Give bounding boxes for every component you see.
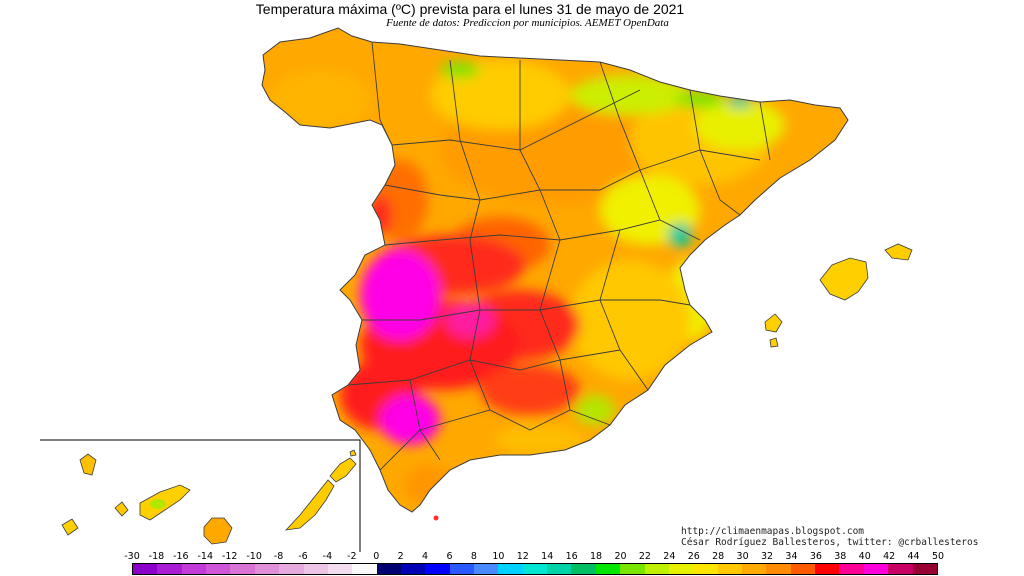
legend-tick-label: 38 [834, 551, 847, 562]
legend-colorbar [132, 563, 938, 575]
legend-swatch [376, 564, 401, 574]
legend-tick-label: -4 [322, 551, 333, 562]
legend-swatch [815, 564, 840, 574]
legend-tick-label: 6 [446, 551, 453, 562]
legend-tick-label: -12 [221, 551, 238, 562]
legend-tick-label: 0 [373, 551, 380, 562]
legend-tick-label: 32 [760, 551, 774, 562]
map-title: Temperatura máxima (ºC) prevista para el… [255, 1, 685, 17]
legend-swatch [547, 564, 572, 574]
legend-tick-label: 8 [470, 551, 477, 562]
legend-tick-label: 26 [687, 551, 700, 562]
legend-swatch [352, 564, 377, 574]
legend-swatch [790, 564, 816, 574]
legend-tick-label: 42 [883, 551, 896, 562]
legend-swatch [474, 564, 499, 574]
legend-swatch [327, 564, 353, 574]
canary-islands [61, 449, 357, 545]
legend-tick-label: 2 [397, 551, 404, 562]
legend-swatch [888, 564, 913, 574]
legend-swatch [839, 564, 864, 574]
legend-swatch [863, 564, 889, 574]
legend-tick-label: 18 [590, 551, 603, 562]
legend-tick-label: 34 [785, 551, 798, 562]
legend-swatch [741, 564, 767, 574]
legend-swatch [303, 564, 328, 574]
legend-swatch [254, 564, 280, 574]
legend-tick-label: 44 [907, 551, 920, 562]
credit-author: César Rodríguez Ballesteros, twitter: @c… [681, 537, 979, 548]
legend-swatch [230, 564, 255, 574]
legend-tick-label: 30 [736, 551, 749, 562]
legend-tick-label: -6 [298, 551, 308, 562]
legend-swatch [595, 564, 621, 574]
legend-tick-label: -8 [273, 551, 284, 562]
legend-swatch [620, 564, 645, 574]
legend-swatch [206, 564, 231, 574]
legend-swatch [425, 564, 450, 574]
canary-inset-frame [40, 439, 361, 552]
legend-swatch [522, 564, 548, 574]
legend-swatch [717, 564, 742, 574]
map-subtitle: Fuente de datos: Prediccion por municipi… [386, 17, 669, 29]
legend-tick-label: 36 [809, 551, 822, 562]
legend-swatch [449, 564, 475, 574]
legend-tick-label: -30 [124, 551, 140, 562]
ceuta [433, 515, 439, 521]
legend-swatch [571, 564, 596, 574]
legend-tick-label: 10 [492, 551, 505, 562]
balearic-islands [764, 243, 913, 348]
peninsula-map [261, 27, 849, 513]
legend-tick-label: 4 [422, 551, 429, 562]
legend-tick-label: -2 [347, 551, 357, 562]
legend-swatch [133, 564, 158, 574]
legend-tick-label: 20 [614, 551, 627, 562]
legend-tick-label: 28 [712, 551, 725, 562]
legend-swatch [400, 564, 426, 574]
legend-tick-label: 16 [565, 551, 578, 562]
legend-swatch [693, 564, 718, 574]
legend-swatch [279, 564, 304, 574]
legend-swatch [766, 564, 791, 574]
legend-swatch [498, 564, 523, 574]
legend-swatch [668, 564, 694, 574]
legend-tick-label: -14 [197, 551, 214, 562]
legend-tick-label: 50 [931, 551, 945, 562]
legend-tick-label: 22 [638, 551, 651, 562]
legend-tick-label: 14 [541, 551, 554, 562]
legend-tick-label: 40 [858, 551, 871, 562]
legend-tick-label: 24 [663, 551, 676, 562]
legend-swatch [912, 564, 937, 574]
legend-swatch [181, 564, 207, 574]
legend-ticks: -30 -18 -16 -14 -12 -10 -8 -6 -4 -2 0 2 4 6 8 10 12 14 16 1… [0, 551, 1024, 563]
legend-swatch [644, 564, 669, 574]
legend-tick-label: -16 [173, 551, 189, 562]
legend-tick-label: -18 [148, 551, 165, 562]
legend-tick-label: -10 [246, 551, 262, 562]
credit-url: http://climaenmapas.blogspot.com [681, 526, 865, 537]
legend-swatch [157, 564, 182, 574]
legend-tick-label: 12 [516, 551, 529, 562]
